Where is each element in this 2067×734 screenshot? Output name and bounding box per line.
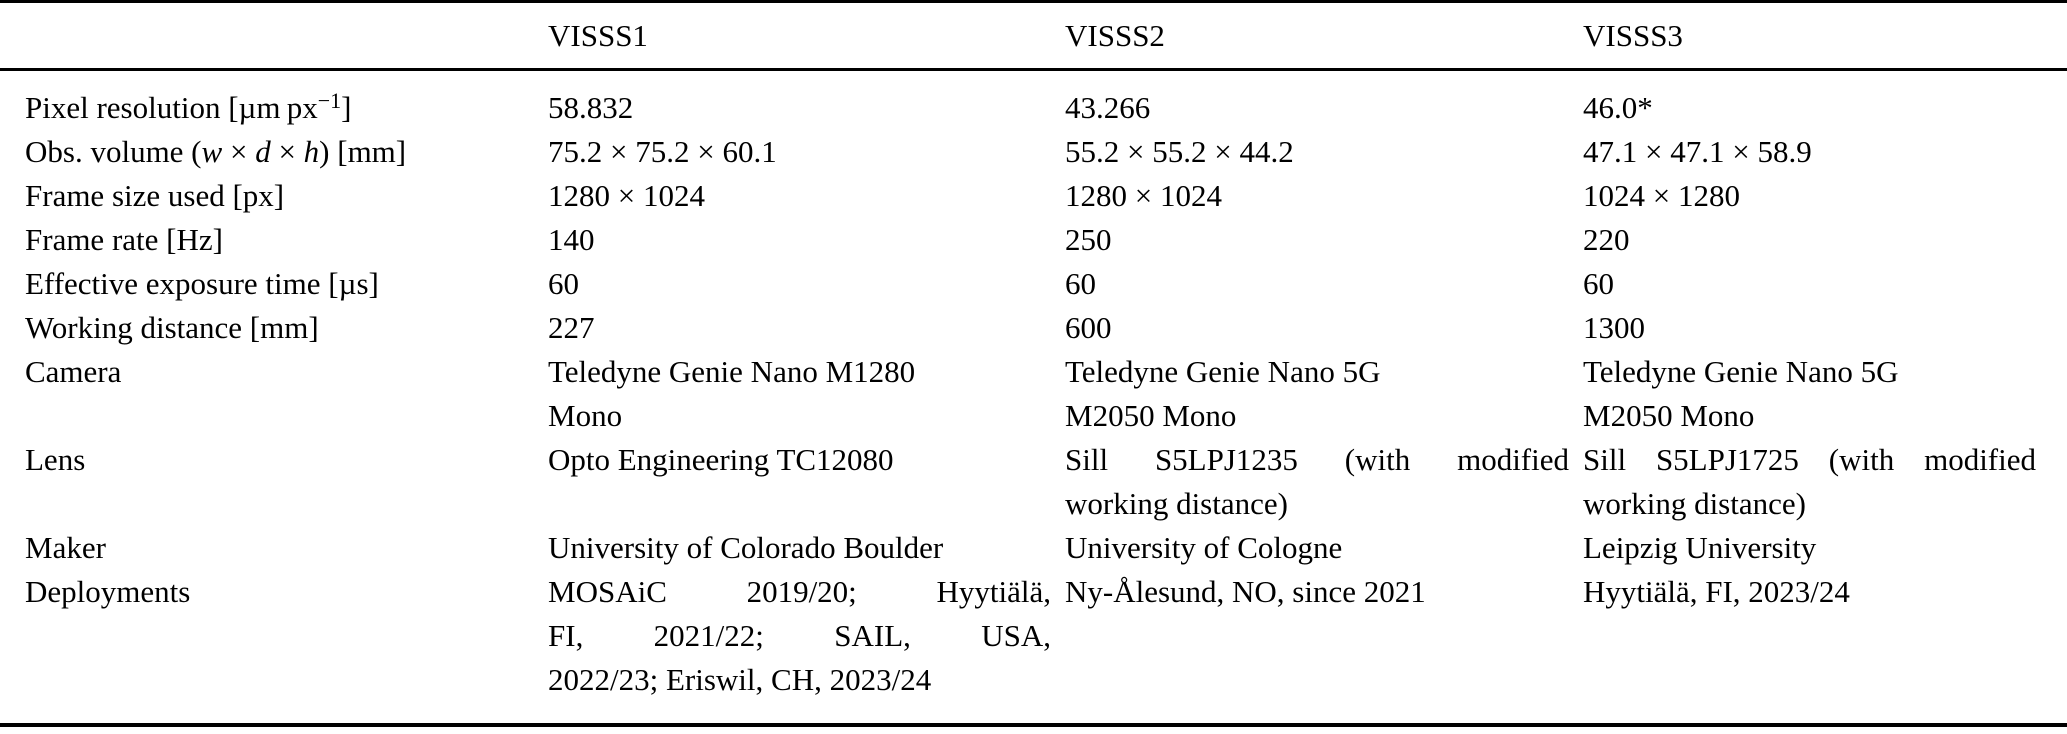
- table-body: Pixel resolution [µm px−1] 58.832 43.266 46…: [0, 71, 2067, 723]
- cell-pixel-resolution-visss2: 43.266: [1065, 86, 1583, 130]
- cell-line: 2022/23; Eriswil, CH, 2023/24: [548, 662, 932, 697]
- cell-line: 55.2 × 55.2 × 44.2: [1065, 134, 1294, 169]
- cell-line: University of Colorado Boulder: [548, 530, 944, 565]
- row-label-frame-rate: Frame rate [Hz]: [25, 222, 223, 257]
- table-top-rule: [0, 0, 2067, 3]
- cell-exposure-time-visss3: 60: [1583, 262, 2050, 306]
- cell-line: working distance): [1065, 486, 1288, 521]
- cell-line: 1280 × 1024: [548, 178, 705, 213]
- cell-line: Mono: [548, 398, 623, 433]
- cell-line: M2050 Mono: [1065, 398, 1237, 433]
- cell-line: 46.0*: [1583, 90, 1653, 125]
- cell-working-distance-visss3: 1300: [1583, 306, 2050, 350]
- table-header-rule: [0, 68, 2067, 71]
- cell-line: 600: [1065, 310, 1112, 345]
- row-label-maker: Maker: [25, 530, 106, 565]
- cell-line: 140: [548, 222, 595, 257]
- cell-maker-visss1: University of Colorado Boulder: [548, 526, 1065, 570]
- cell-camera-visss1: Teledyne Genie Nano M1280 Mono: [548, 350, 1065, 438]
- cell-line: Sill S5LPJ1725 (with modified: [1583, 442, 2036, 477]
- cell-line: 43.266: [1065, 90, 1151, 125]
- cell-maker-visss3: Leipzig University: [1583, 526, 2050, 570]
- cell-line: MOSAiC 2019/20; Hyytiälä,: [548, 574, 1051, 609]
- cell-frame-rate-visss1: 140: [548, 218, 1065, 262]
- cell-line: working distance): [1583, 486, 1806, 521]
- cell-working-distance-visss1: 227: [548, 306, 1065, 350]
- cell-line: Ny-Ålesund, NO, since 2021: [1065, 574, 1426, 609]
- cell-obs-volume-visss2: 55.2 × 55.2 × 44.2: [1065, 130, 1583, 174]
- header-visss3: VISSS3: [1583, 17, 1683, 53]
- row-label-lens: Lens: [25, 442, 86, 477]
- cell-line: Teledyne Genie Nano 5G: [1583, 354, 1899, 389]
- table-header-row: VISSS1 VISSS2 VISSS3: [0, 3, 2067, 68]
- cell-frame-size-visss3: 1024 × 1280: [1583, 174, 2050, 218]
- cell-pixel-resolution-visss3: 46.0*: [1583, 86, 2050, 130]
- cell-line: University of Cologne: [1065, 530, 1343, 565]
- row-label-camera: Camera: [25, 354, 122, 389]
- cell-frame-rate-visss3: 220: [1583, 218, 2050, 262]
- cell-line: 1300: [1583, 310, 1645, 345]
- cell-maker-visss2: University of Cologne: [1065, 526, 1583, 570]
- cell-frame-size-visss2: 1280 × 1024: [1065, 174, 1583, 218]
- cell-line: 1280 × 1024: [1065, 178, 1222, 213]
- cell-line: 60: [1065, 266, 1096, 301]
- cell-line: M2050 Mono: [1583, 398, 1755, 433]
- header-visss2: VISSS2: [1065, 17, 1165, 53]
- row-label-deployments: Deployments: [25, 574, 191, 609]
- cell-line: 1024 × 1280: [1583, 178, 1740, 213]
- cell-line: Sill S5LPJ1235 (with modified: [1065, 442, 1569, 477]
- cell-frame-size-visss1: 1280 × 1024: [548, 174, 1065, 218]
- cell-line: Opto Engineering TC12080: [548, 442, 894, 477]
- cell-camera-visss3: Teledyne Genie Nano 5G M2050 Mono: [1583, 350, 2050, 438]
- cell-camera-visss2: Teledyne Genie Nano 5G M2050 Mono: [1065, 350, 1583, 438]
- cell-deployments-visss3: Hyytiälä, FI, 2023/24: [1583, 570, 2050, 702]
- row-label-obs-volume: Obs. volume (w × d × h) [mm]: [25, 134, 407, 169]
- cell-line: 60: [548, 266, 579, 301]
- cell-line: FI, 2021/22; SAIL, USA,: [548, 618, 1051, 653]
- cell-working-distance-visss2: 600: [1065, 306, 1583, 350]
- cell-line: Teledyne Genie Nano 5G: [1065, 354, 1381, 389]
- cell-pixel-resolution-visss1: 58.832: [548, 86, 1065, 130]
- cell-exposure-time-visss1: 60: [548, 262, 1065, 306]
- cell-line: 75.2 × 75.2 × 60.1: [548, 134, 777, 169]
- row-label-exposure-time: Effective exposure time [µs]: [25, 266, 379, 301]
- cell-line: 60: [1583, 266, 1614, 301]
- cell-exposure-time-visss2: 60: [1065, 262, 1583, 306]
- cell-obs-volume-visss1: 75.2 × 75.2 × 60.1: [548, 130, 1065, 174]
- cell-deployments-visss2: Ny-Ålesund, NO, since 2021: [1065, 570, 1583, 702]
- cell-line: 250: [1065, 222, 1112, 257]
- cell-line: 58.832: [548, 90, 634, 125]
- cell-line: Hyytiälä, FI, 2023/24: [1583, 574, 1850, 609]
- cell-line: 47.1 × 47.1 × 58.9: [1583, 134, 1812, 169]
- cell-deployments-visss1: MOSAiC 2019/20; Hyytiälä, FI, 2021/22; SA…: [548, 570, 1065, 702]
- cell-line: 227: [548, 310, 595, 345]
- cell-obs-volume-visss3: 47.1 × 47.1 × 58.9: [1583, 130, 2050, 174]
- cell-frame-rate-visss2: 250: [1065, 218, 1583, 262]
- cell-lens-visss2: Sill S5LPJ1235 (with modified working dis…: [1065, 438, 1583, 526]
- cell-lens-visss3: Sill S5LPJ1725 (with modified working dis…: [1583, 438, 2050, 526]
- row-label-working-distance: Working distance [mm]: [25, 310, 319, 345]
- cell-line: Leipzig University: [1583, 530, 1817, 565]
- row-label-frame-size: Frame size used [px]: [25, 178, 285, 213]
- header-visss1: VISSS1: [548, 17, 648, 53]
- table-bottom-rule: [0, 723, 2067, 727]
- cell-lens-visss1: Opto Engineering TC12080: [548, 438, 1065, 526]
- cell-line: 220: [1583, 222, 1630, 257]
- row-label-pixel-resolution: Pixel resolution [µm px−1]: [25, 88, 352, 126]
- cell-line: Teledyne Genie Nano M1280: [548, 354, 916, 389]
